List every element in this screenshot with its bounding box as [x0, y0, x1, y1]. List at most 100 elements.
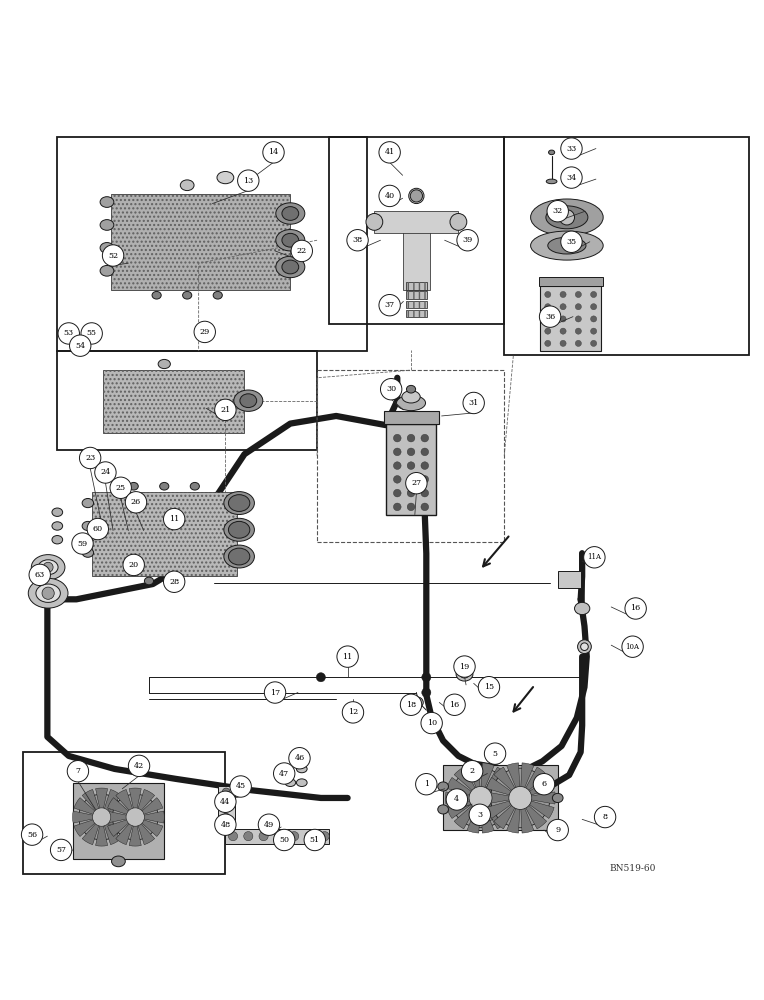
Text: 28: 28 — [169, 578, 180, 586]
Text: 13: 13 — [243, 177, 254, 185]
Bar — [558, 571, 581, 588]
Wedge shape — [507, 763, 520, 798]
Text: 24: 24 — [100, 468, 111, 476]
Wedge shape — [108, 798, 135, 817]
Wedge shape — [116, 789, 135, 817]
Text: 10A: 10A — [626, 643, 639, 651]
Text: 39: 39 — [462, 236, 473, 244]
Circle shape — [305, 832, 314, 841]
Circle shape — [112, 794, 158, 840]
Ellipse shape — [546, 206, 588, 229]
Circle shape — [347, 230, 368, 251]
Circle shape — [72, 533, 93, 554]
Circle shape — [545, 316, 551, 322]
Ellipse shape — [180, 180, 194, 191]
Circle shape — [70, 335, 91, 356]
Ellipse shape — [450, 214, 467, 230]
Wedge shape — [135, 789, 154, 817]
Circle shape — [509, 786, 532, 809]
Ellipse shape — [581, 643, 588, 651]
Ellipse shape — [52, 508, 63, 516]
Circle shape — [50, 839, 72, 861]
Bar — [73, 783, 164, 859]
Bar — [406, 310, 427, 317]
Wedge shape — [135, 798, 163, 817]
Ellipse shape — [228, 548, 250, 565]
Text: 16: 16 — [630, 604, 641, 612]
Text: 36: 36 — [545, 313, 555, 321]
Bar — [57, 137, 367, 351]
Ellipse shape — [158, 359, 170, 369]
Circle shape — [393, 476, 401, 483]
Wedge shape — [445, 792, 481, 804]
Bar — [540, 286, 601, 351]
Text: 33: 33 — [566, 145, 577, 153]
Circle shape — [58, 323, 79, 344]
Wedge shape — [73, 811, 102, 823]
Text: 47: 47 — [279, 770, 290, 778]
Wedge shape — [447, 777, 481, 798]
Circle shape — [575, 328, 581, 334]
Text: 63: 63 — [34, 571, 45, 579]
Text: 32: 32 — [552, 207, 563, 215]
Text: 23: 23 — [85, 454, 96, 462]
Circle shape — [594, 806, 616, 828]
Circle shape — [422, 688, 431, 697]
Circle shape — [264, 682, 286, 703]
Circle shape — [263, 142, 284, 163]
Ellipse shape — [282, 233, 299, 247]
Ellipse shape — [285, 779, 296, 786]
Circle shape — [259, 832, 268, 841]
Text: 60: 60 — [92, 525, 103, 533]
Wedge shape — [102, 789, 121, 817]
Circle shape — [622, 636, 643, 657]
Text: 15: 15 — [484, 683, 494, 691]
Ellipse shape — [83, 548, 94, 557]
Text: 11: 11 — [169, 515, 180, 523]
Ellipse shape — [409, 188, 424, 204]
Circle shape — [92, 808, 111, 826]
Ellipse shape — [410, 697, 423, 708]
Ellipse shape — [28, 578, 68, 608]
Wedge shape — [487, 777, 520, 798]
Bar — [103, 370, 244, 433]
Text: 8: 8 — [603, 813, 607, 821]
Circle shape — [393, 462, 401, 469]
Wedge shape — [135, 811, 164, 823]
Ellipse shape — [282, 260, 299, 274]
Wedge shape — [520, 763, 534, 798]
Circle shape — [539, 306, 561, 327]
Circle shape — [238, 170, 259, 191]
Ellipse shape — [83, 498, 94, 508]
Circle shape — [545, 291, 551, 298]
Wedge shape — [481, 777, 514, 798]
Wedge shape — [520, 798, 534, 833]
Wedge shape — [447, 798, 481, 818]
Text: 22: 22 — [296, 247, 307, 255]
Ellipse shape — [100, 243, 114, 253]
Wedge shape — [74, 798, 102, 817]
Circle shape — [407, 462, 415, 469]
Text: 52: 52 — [108, 252, 118, 260]
Text: 57: 57 — [56, 846, 66, 854]
Text: 54: 54 — [75, 342, 86, 350]
Bar — [406, 282, 427, 290]
Ellipse shape — [217, 171, 234, 184]
Ellipse shape — [366, 214, 383, 230]
Text: 38: 38 — [352, 236, 363, 244]
Circle shape — [43, 562, 53, 572]
Text: 9: 9 — [555, 826, 560, 834]
Wedge shape — [74, 817, 102, 836]
Circle shape — [393, 434, 401, 442]
Ellipse shape — [456, 667, 473, 681]
Circle shape — [67, 761, 89, 782]
Circle shape — [461, 761, 483, 782]
Ellipse shape — [52, 522, 63, 530]
Ellipse shape — [175, 577, 184, 585]
Circle shape — [163, 571, 185, 592]
Circle shape — [406, 472, 427, 494]
Bar — [57, 351, 317, 450]
Wedge shape — [481, 767, 507, 798]
Bar — [504, 137, 749, 355]
Ellipse shape — [559, 210, 575, 225]
